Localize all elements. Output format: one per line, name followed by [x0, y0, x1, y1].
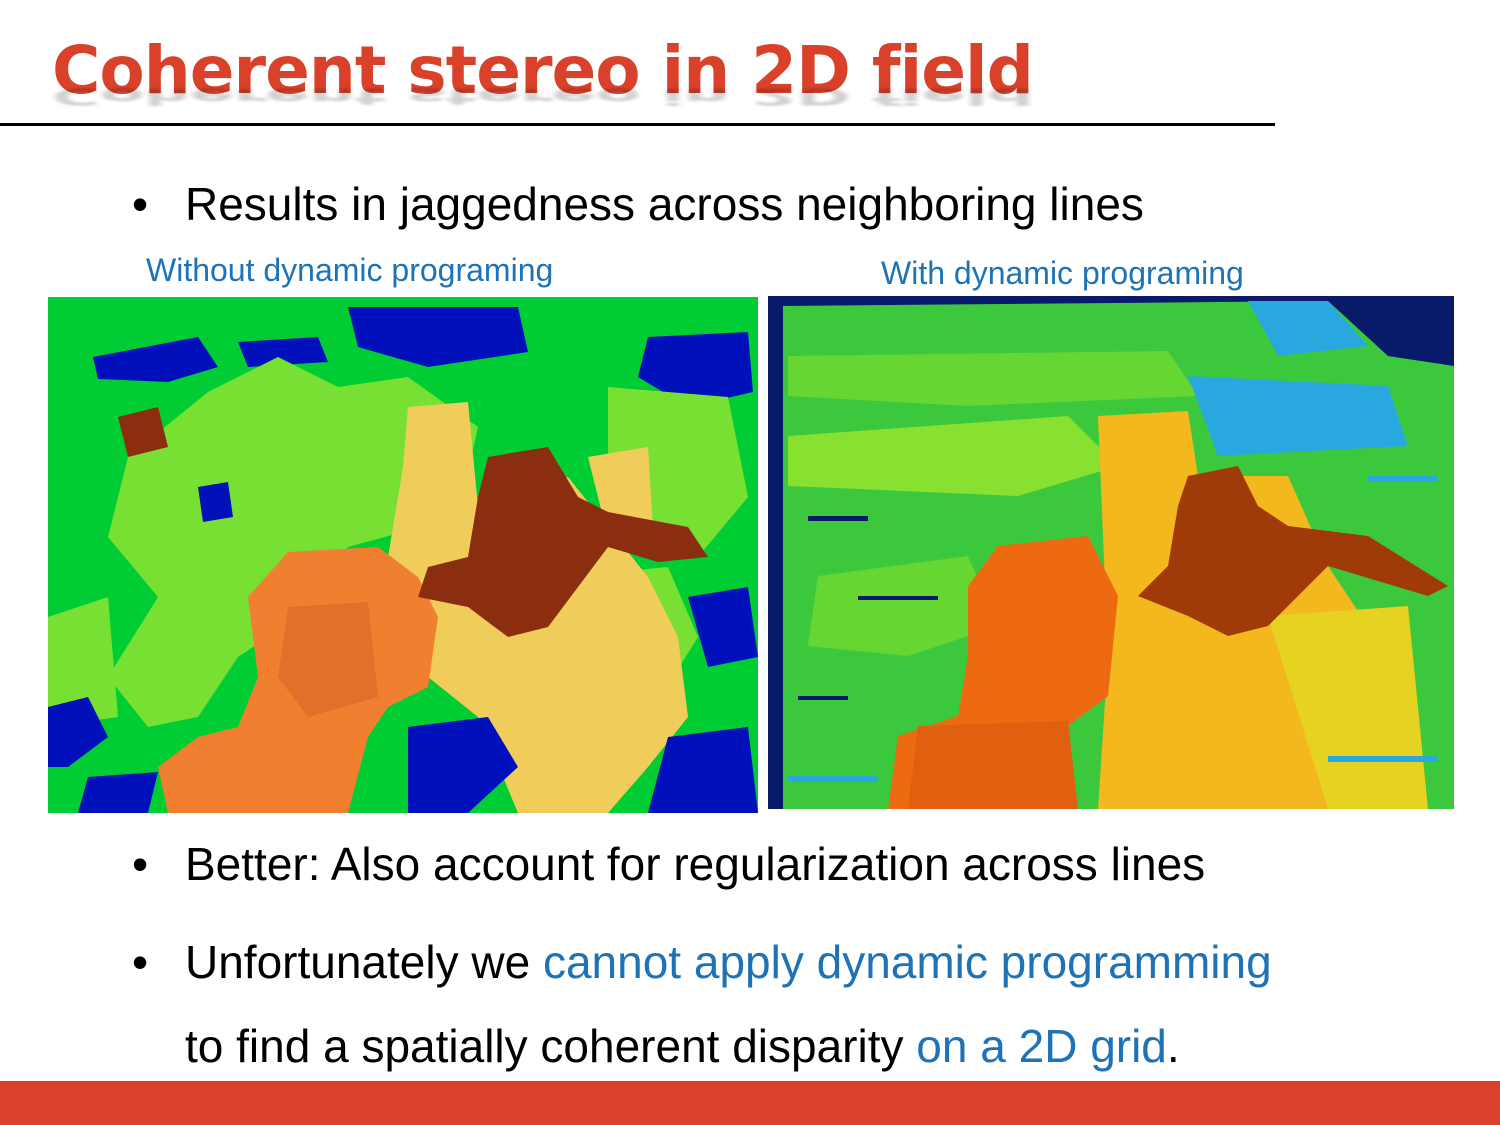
- bullet-marker: •: [132, 936, 149, 988]
- bullet-text-highlight: cannot apply dynamic programming: [542, 936, 1272, 988]
- bullet-text-highlight: on a 2D grid: [916, 1020, 1167, 1072]
- disparity-map-image: [48, 297, 758, 813]
- slide-title: Coherent stereo in 2D field: [52, 32, 1034, 109]
- bullet-text-plain: Unfortunately we: [185, 936, 543, 988]
- disparity-map-without-dp: [48, 297, 758, 813]
- title-reflection: Coherent stereo in 2D field: [52, 82, 1033, 110]
- title-divider: [0, 123, 1275, 126]
- caption-with-dp: With dynamic programing: [881, 255, 1244, 291]
- disparity-map-image: [768, 296, 1454, 809]
- disparity-map-with-dp: [768, 296, 1454, 809]
- bullet-text: Results in jaggedness across neighboring…: [185, 178, 1144, 230]
- bullet-marker: •: [132, 178, 149, 230]
- bullet-continuation: to find a spatially coherent disparity o…: [185, 1018, 1180, 1074]
- footer-bar: [0, 1081, 1500, 1125]
- bullet-text: Unfortunately we cannot apply dynamic pr…: [185, 934, 1272, 990]
- bullet-text-period: .: [1166, 1020, 1180, 1072]
- bullet-text: Better: Also account for regularization …: [185, 838, 1206, 890]
- bullet-text-plain: to find a spatially coherent disparity: [185, 1020, 917, 1072]
- caption-without-dp: Without dynamic programing: [146, 252, 554, 288]
- bullet-marker: •: [132, 838, 149, 890]
